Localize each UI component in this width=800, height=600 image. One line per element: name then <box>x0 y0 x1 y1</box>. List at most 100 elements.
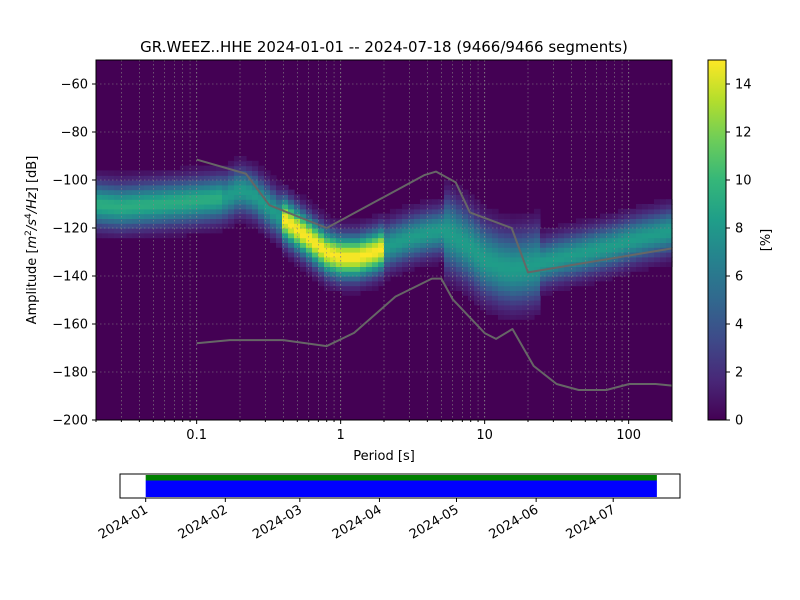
heatmap-cell <box>588 261 595 267</box>
heatmap-cell <box>282 223 289 229</box>
heatmap-cell <box>528 247 535 253</box>
heatmap-cell <box>228 199 235 205</box>
heatmap-cell <box>360 247 367 253</box>
heatmap-cell <box>144 170 151 176</box>
heatmap-cell <box>522 228 529 234</box>
heatmap-cell <box>360 280 367 287</box>
heatmap-cell <box>534 271 541 277</box>
heatmap-cell <box>306 199 313 205</box>
heatmap-cell <box>126 232 133 239</box>
heatmap-cell <box>108 228 115 234</box>
heatmap-cell <box>564 276 571 282</box>
heatmap-cell <box>624 213 631 219</box>
heatmap-cell <box>396 256 403 263</box>
heatmap-cell <box>126 223 133 229</box>
heatmap-cell <box>606 261 613 267</box>
heatmap-cell <box>438 228 445 234</box>
heatmap-cell <box>522 304 529 311</box>
heatmap-cell <box>210 165 217 171</box>
heatmap-cell <box>534 285 541 291</box>
heatmap-cell <box>216 189 223 195</box>
heatmap-cell <box>180 228 187 234</box>
heatmap-cell <box>552 242 559 248</box>
heatmap-cell <box>348 285 355 291</box>
heatmap-cell <box>648 237 655 243</box>
heatmap-cell <box>288 252 295 258</box>
heatmap-cell <box>162 199 169 205</box>
heatmap-cell <box>156 184 163 191</box>
heatmap-cell <box>480 285 487 291</box>
heatmap-cell <box>492 232 499 239</box>
heatmap-cell <box>132 194 139 200</box>
heatmap-cell <box>210 175 217 181</box>
heatmap-cell <box>336 271 343 277</box>
heatmap-cell <box>528 242 535 248</box>
heatmap-cell <box>594 271 601 277</box>
heatmap-cell <box>102 170 109 176</box>
heatmap-cell <box>354 218 361 224</box>
heatmap-cell <box>258 180 265 186</box>
heatmap-cell <box>504 232 511 239</box>
heatmap-cell <box>564 261 571 267</box>
heatmap-cell <box>486 285 493 291</box>
heatmap-cell <box>246 199 253 205</box>
heatmap-cell <box>402 266 409 272</box>
heatmap-cell <box>330 242 337 248</box>
heatmap-cell <box>162 180 169 186</box>
heatmap-cell <box>282 204 289 210</box>
heatmap-cell <box>636 256 643 263</box>
heatmap-cell <box>138 194 145 200</box>
heatmap-cell <box>504 242 511 248</box>
heatmap-cell <box>378 271 385 277</box>
heatmap-cell <box>204 189 211 195</box>
heatmap-cell <box>594 242 601 248</box>
heatmap-cell <box>420 223 427 229</box>
heatmap-cell <box>276 189 283 195</box>
heatmap-cell <box>654 199 661 205</box>
heatmap-cell <box>222 218 229 224</box>
heatmap-cell <box>522 237 529 243</box>
heatmap-cell <box>354 290 361 296</box>
heatmap-cell <box>582 232 589 239</box>
heatmap-cell <box>138 223 145 229</box>
heatmap-cell <box>192 165 199 171</box>
heatmap-cell <box>204 223 211 229</box>
heatmap-cell <box>234 160 241 167</box>
heatmap-cell <box>210 194 217 200</box>
heatmap-cell <box>546 242 553 248</box>
heatmap-cell <box>372 213 379 219</box>
heatmap-cell <box>498 213 505 219</box>
heatmap-cell <box>444 208 451 215</box>
heatmap-cell <box>108 175 115 181</box>
heatmap-cell <box>198 208 205 215</box>
heatmap-cell <box>438 223 445 229</box>
heatmap-cell <box>222 189 229 195</box>
heatmap-cell <box>372 242 379 248</box>
heatmap-cell <box>348 256 355 263</box>
heatmap-cell <box>516 314 523 320</box>
heatmap-cell <box>420 261 427 267</box>
heatmap-cell <box>666 204 673 210</box>
heatmap-cell <box>282 237 289 243</box>
heatmap-cell <box>642 228 649 234</box>
heatmap-cell <box>246 189 253 195</box>
heatmap-cell <box>336 285 343 291</box>
heatmap-cell <box>522 309 529 315</box>
heatmap-cell <box>474 252 481 258</box>
heatmap-cell <box>396 237 403 243</box>
heatmap-cell <box>540 290 547 296</box>
heatmap-cell <box>216 208 223 215</box>
heatmap-cell <box>432 223 439 229</box>
heatmap-cell <box>606 271 613 277</box>
heatmap-cell <box>486 276 493 282</box>
heatmap-cell <box>576 247 583 253</box>
heatmap-cell <box>492 304 499 311</box>
heatmap-cell <box>462 228 469 234</box>
heatmap-cell <box>438 252 445 258</box>
heatmap-cell <box>198 228 205 234</box>
heatmap-cell <box>450 213 457 219</box>
heatmap-cell <box>402 261 409 267</box>
heatmap-cell <box>318 271 325 277</box>
heatmap-cell <box>138 208 145 215</box>
heatmap-cell <box>516 213 523 219</box>
